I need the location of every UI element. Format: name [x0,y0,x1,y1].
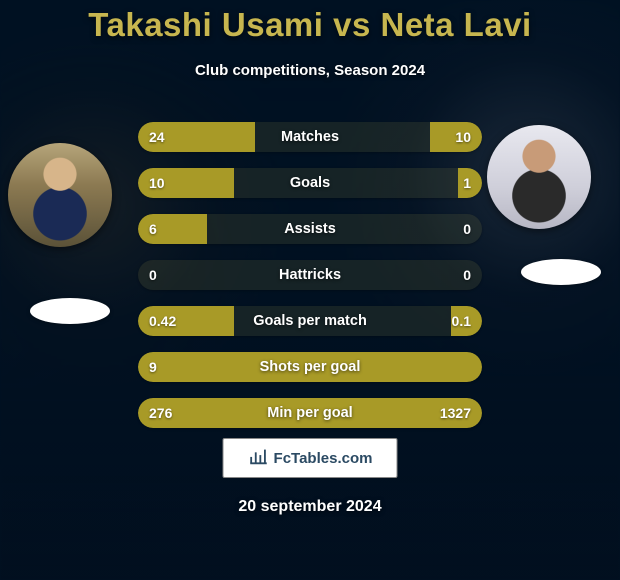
stat-label: Goals per match [138,306,482,336]
stat-row: 0.420.1Goals per match [138,306,482,336]
stat-row: 00Hattricks [138,260,482,290]
chart-bars-icon [248,445,270,472]
player-left-flag [30,298,110,324]
stat-row: 2761327Min per goal [138,398,482,428]
stat-row: 2410Matches [138,122,482,152]
brand-badge[interactable]: FcTables.com [223,438,398,478]
player-left-avatar [8,143,112,247]
avatar-image [8,143,112,247]
stat-label: Shots per goal [138,352,482,382]
subtitle: Club competitions, Season 2024 [0,62,620,79]
date-text: 20 september 2024 [0,498,620,516]
stat-label: Hattricks [138,260,482,290]
stat-label: Assists [138,214,482,244]
stat-label: Matches [138,122,482,152]
page-title: Takashi Usami vs Neta Lavi [0,6,620,44]
player-right-avatar [487,125,591,229]
stat-label: Goals [138,168,482,198]
stat-row: 9Shots per goal [138,352,482,382]
brand-text: FcTables.com [274,450,373,467]
avatar-image [487,125,591,229]
stat-row: 60Assists [138,214,482,244]
stat-row: 101Goals [138,168,482,198]
stat-rows: 2410Matches 101Goals 60Assists 00Hattricks 0… [138,122,482,444]
stat-label: Min per goal [138,398,482,428]
player-right-flag [521,259,601,285]
